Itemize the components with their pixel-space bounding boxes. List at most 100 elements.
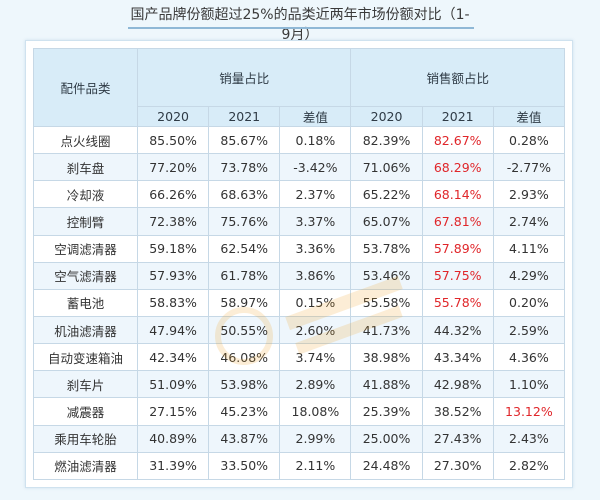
value-cell: 27.30% <box>421 451 494 481</box>
category-cell: 刹车片 <box>33 370 138 399</box>
value-cell: 2.11% <box>279 451 352 481</box>
table-card: 配件品类 销量占比 销售额占比 2020 2021 差值 2020 2021 差… <box>25 40 573 488</box>
value-cell: 4.29% <box>492 261 566 290</box>
value-cell: 72.38% <box>136 207 210 236</box>
value-cell: 38.98% <box>350 343 423 372</box>
value-cell: 61.78% <box>208 261 281 290</box>
value-cell: 53.46% <box>350 261 423 290</box>
value-cell: 44.32% <box>421 315 494 345</box>
value-cell: 3.37% <box>279 207 352 236</box>
category-cell: 燃油滤清器 <box>33 451 138 481</box>
value-cell: 66.26% <box>136 180 210 209</box>
group-header-volume: 销量占比 <box>136 48 352 107</box>
value-cell: 42.98% <box>421 370 494 399</box>
value-cell: 75.76% <box>208 207 281 236</box>
table-row: 燃油滤清器 31.39% 33.50% 2.11% 24.48% 27.30% 2.82% <box>33 451 566 481</box>
table-row: 冷却液 66.26% 68.63% 2.37% 65.22% 68.14% 2.93% <box>33 180 566 209</box>
value-cell: -2.77% <box>492 153 566 182</box>
table-row: 刹车盘 77.20% 73.78% -3.42% 71.06% 68.29% -2.77% <box>33 153 566 182</box>
title-area: 国产品牌份额超过25%的品类近两年市场份额对比（1-9月） <box>0 0 600 43</box>
value-cell: 0.28% <box>492 125 566 155</box>
value-cell: 24.48% <box>350 451 423 481</box>
value-cell: 68.14% <box>421 180 494 209</box>
category-cell: 刹车盘 <box>33 153 138 182</box>
value-cell: 25.39% <box>350 397 423 426</box>
value-cell: 2.59% <box>492 315 566 345</box>
value-cell: 42.34% <box>136 343 210 372</box>
value-cell: 0.20% <box>492 288 566 317</box>
value-cell: -3.42% <box>279 153 352 182</box>
value-cell: 3.86% <box>279 261 352 290</box>
value-cell: 1.10% <box>492 370 566 399</box>
value-cell: 55.78% <box>421 288 494 317</box>
value-cell: 2.60% <box>279 315 352 345</box>
table-body: 点火线圈 85.50% 85.67% 0.18% 82.39% 82.67% 0.28% 刹车… <box>33 125 566 481</box>
value-cell: 77.20% <box>136 153 210 182</box>
value-cell: 53.98% <box>208 370 281 399</box>
market-share-table: 配件品类 销量占比 销售额占比 2020 2021 差值 2020 2021 差… <box>33 48 566 481</box>
value-cell: 0.15% <box>279 288 352 317</box>
value-cell: 68.29% <box>421 153 494 182</box>
sub-header: 2020 <box>136 106 210 127</box>
value-cell: 57.75% <box>421 261 494 290</box>
header-row-groups: 配件品类 销量占比 销售额占比 <box>33 48 565 127</box>
value-cell: 55.58% <box>350 288 423 317</box>
value-cell: 73.78% <box>208 153 281 182</box>
value-cell: 85.67% <box>208 125 281 155</box>
category-cell: 点火线圈 <box>33 125 138 155</box>
page-title: 国产品牌份额超过25%的品类近两年市场份额对比（1-9月） <box>130 7 470 43</box>
value-cell: 3.36% <box>279 234 352 263</box>
header-row-sub: 2020 2021 差值 2020 2021 差值 <box>34 106 566 127</box>
table-row: 点火线圈 85.50% 85.67% 0.18% 82.39% 82.67% 0.28% <box>33 125 566 155</box>
table-row: 空调滤清器 59.18% 62.54% 3.36% 53.78% 57.89% 4.11% <box>33 234 566 263</box>
value-cell: 58.97% <box>208 288 281 317</box>
value-cell: 27.15% <box>136 397 210 426</box>
value-cell: 47.94% <box>136 315 210 345</box>
value-cell: 46.08% <box>208 343 281 372</box>
table-row: 自动变速箱油 42.34% 46.08% 3.74% 38.98% 43.34% 4.36% <box>33 343 566 372</box>
sub-header: 2021 <box>208 106 281 127</box>
value-cell: 51.09% <box>136 370 210 399</box>
value-cell: 0.18% <box>279 125 352 155</box>
value-cell: 82.39% <box>350 125 423 155</box>
sub-header: 差值 <box>492 106 566 127</box>
table-row: 乘用车轮胎 40.89% 43.87% 2.99% 25.00% 27.43% 2.43% <box>33 424 566 453</box>
value-cell: 38.52% <box>421 397 494 426</box>
value-cell: 2.93% <box>492 180 566 209</box>
value-cell: 65.07% <box>350 207 423 236</box>
value-cell: 57.93% <box>136 261 210 290</box>
value-cell: 57.89% <box>421 234 494 263</box>
sub-header: 2020 <box>350 106 423 127</box>
value-cell: 2.89% <box>279 370 352 399</box>
value-cell: 59.18% <box>136 234 210 263</box>
value-cell: 4.11% <box>492 234 566 263</box>
value-cell: 45.23% <box>208 397 281 426</box>
category-cell: 空调滤清器 <box>33 234 138 263</box>
table-row: 蓄电池 58.83% 58.97% 0.15% 55.58% 55.78% 0.20% <box>33 288 566 317</box>
value-cell: 62.54% <box>208 234 281 263</box>
value-cell: 43.87% <box>208 424 281 453</box>
table-row: 控制臂 72.38% 75.76% 3.37% 65.07% 67.81% 2.74% <box>33 207 566 236</box>
table-row: 空气滤清器 57.93% 61.78% 3.86% 53.46% 57.75% 4.29% <box>33 261 566 290</box>
value-cell: 18.08% <box>279 397 352 426</box>
value-cell: 2.99% <box>279 424 352 453</box>
table-row: 刹车片 51.09% 53.98% 2.89% 41.88% 42.98% 1.10% <box>33 370 566 399</box>
sub-header: 2021 <box>421 106 494 127</box>
category-cell: 控制臂 <box>33 207 138 236</box>
table-row: 机油滤清器 47.94% 50.55% 2.60% 41.73% 44.32% 2.59% <box>33 315 566 345</box>
table-row: 减震器 27.15% 45.23% 18.08% 25.39% 38.52% 13.12% <box>33 397 566 426</box>
title-underline <box>128 27 474 29</box>
category-cell: 自动变速箱油 <box>33 343 138 372</box>
value-cell: 40.89% <box>136 424 210 453</box>
value-cell: 2.74% <box>492 207 566 236</box>
value-cell: 71.06% <box>350 153 423 182</box>
value-cell: 85.50% <box>136 125 210 155</box>
category-cell: 机油滤清器 <box>33 315 138 345</box>
value-cell: 2.37% <box>279 180 352 209</box>
category-cell: 空气滤清器 <box>33 261 138 290</box>
value-cell: 27.43% <box>421 424 494 453</box>
value-cell: 41.88% <box>350 370 423 399</box>
value-cell: 3.74% <box>279 343 352 372</box>
value-cell: 67.81% <box>421 207 494 236</box>
value-cell: 82.67% <box>421 125 494 155</box>
